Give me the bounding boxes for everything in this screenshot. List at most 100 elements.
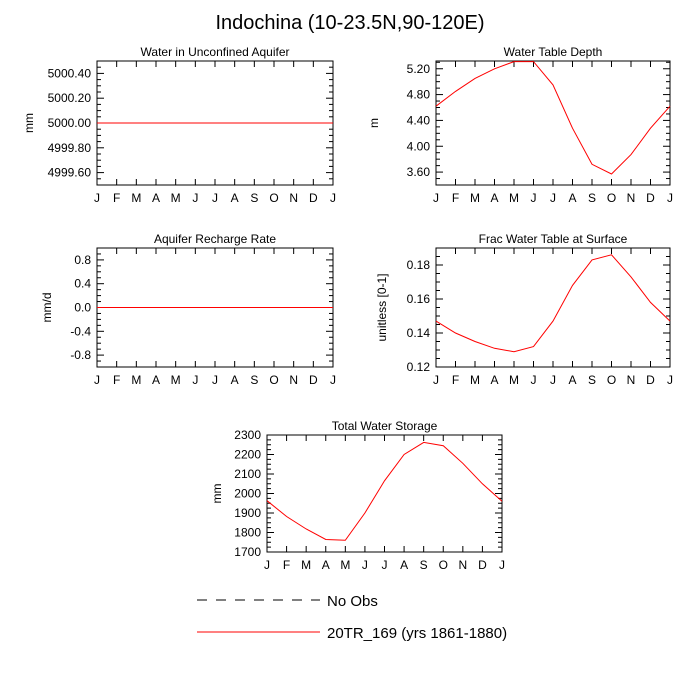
x-tick-label: N bbox=[627, 191, 636, 205]
x-tick-label: M bbox=[131, 191, 141, 205]
x-tick-label: S bbox=[420, 558, 428, 572]
y-tick-label: 0.4 bbox=[74, 277, 91, 291]
x-tick-label: O bbox=[439, 558, 448, 572]
y-axis-label: m bbox=[367, 118, 381, 128]
x-tick-label: D bbox=[478, 558, 487, 572]
y-tick-label: 4.80 bbox=[407, 88, 431, 102]
x-tick-label: M bbox=[340, 558, 350, 572]
x-tick-label: D bbox=[309, 191, 318, 205]
x-tick-label: A bbox=[568, 191, 576, 205]
y-tick-label: 2300 bbox=[234, 428, 261, 442]
plot-frame bbox=[435, 247, 671, 368]
legend: No Obs 20TR_169 (yrs 1861-1880) bbox=[197, 593, 507, 642]
legend-label-20tr-169: 20TR_169 (yrs 1861-1880) bbox=[327, 625, 507, 642]
panel-title: Water in Unconfined Aquifer bbox=[141, 45, 290, 59]
x-tick-label: M bbox=[301, 558, 311, 572]
x-tick-label: M bbox=[171, 373, 181, 387]
figure-title: Indochina (10-23.5N,90-120E) bbox=[215, 12, 485, 34]
x-tick-label: O bbox=[607, 191, 616, 205]
panel-title: Water Table Depth bbox=[504, 45, 603, 59]
y-axis-label: unitless [0-1] bbox=[375, 273, 389, 341]
panel-title: Aquifer Recharge Rate bbox=[154, 232, 276, 246]
x-tick-label: J bbox=[499, 558, 505, 572]
x-tick-label: J bbox=[531, 191, 537, 205]
panel-title: Frac Water Table at Surface bbox=[479, 232, 628, 246]
y-tick-label: -0.8 bbox=[70, 348, 91, 362]
y-tick-label: 4999.80 bbox=[48, 141, 92, 155]
y-tick-label: 1900 bbox=[234, 506, 261, 520]
x-tick-label: O bbox=[269, 191, 278, 205]
y-tick-label: 4999.60 bbox=[48, 166, 92, 180]
y-tick-label: 0.14 bbox=[407, 326, 431, 340]
y-tick-label: 2100 bbox=[234, 467, 261, 481]
x-tick-label: J bbox=[362, 558, 368, 572]
x-tick-label: M bbox=[509, 191, 519, 205]
y-tick-label: -0.4 bbox=[70, 324, 91, 338]
x-tick-label: J bbox=[192, 373, 198, 387]
x-tick-label: O bbox=[607, 373, 616, 387]
x-tick-label: S bbox=[250, 373, 258, 387]
x-tick-label: D bbox=[646, 373, 655, 387]
x-tick-label: F bbox=[113, 373, 120, 387]
x-tick-label: D bbox=[646, 191, 655, 205]
x-tick-label: A bbox=[400, 558, 408, 572]
series-line-20tr-169 bbox=[435, 254, 671, 353]
x-tick-label: M bbox=[509, 373, 519, 387]
y-axis-label: mm bbox=[22, 113, 36, 133]
y-tick-label: 5.20 bbox=[407, 62, 431, 76]
y-tick-label: 5000.20 bbox=[48, 91, 92, 105]
series-line-20tr-169 bbox=[266, 441, 503, 541]
x-tick-label: A bbox=[490, 373, 498, 387]
y-tick-label: 2000 bbox=[234, 487, 261, 501]
y-tick-label: 5000.00 bbox=[48, 116, 92, 130]
x-tick-label: J bbox=[192, 191, 198, 205]
y-tick-label: 3.60 bbox=[407, 165, 431, 179]
y-tick-label: 4.40 bbox=[407, 113, 431, 127]
x-tick-label: J bbox=[382, 558, 388, 572]
x-tick-label: J bbox=[550, 373, 556, 387]
x-tick-label: N bbox=[458, 558, 467, 572]
y-tick-label: 1700 bbox=[234, 545, 261, 559]
x-tick-label: J bbox=[531, 373, 537, 387]
x-tick-label: A bbox=[322, 558, 330, 572]
x-tick-label: J bbox=[550, 191, 556, 205]
chart-panel-4: Frac Water Table at Surface unitless [0-1… bbox=[375, 232, 673, 387]
x-tick-label: D bbox=[309, 373, 318, 387]
x-tick-label: J bbox=[667, 373, 673, 387]
series-line-20tr-169 bbox=[435, 61, 671, 175]
x-tick-label: F bbox=[283, 558, 290, 572]
x-tick-label: J bbox=[330, 191, 336, 205]
y-tick-label: 0.0 bbox=[74, 301, 91, 315]
x-tick-label: F bbox=[452, 373, 459, 387]
y-tick-label: 0.16 bbox=[407, 292, 431, 306]
x-tick-label: A bbox=[152, 373, 160, 387]
x-tick-label: S bbox=[588, 373, 596, 387]
x-tick-label: N bbox=[289, 373, 298, 387]
x-tick-label: A bbox=[231, 191, 239, 205]
y-axis-label: mm bbox=[210, 484, 224, 504]
x-tick-label: J bbox=[667, 191, 673, 205]
y-tick-label: 0.12 bbox=[407, 360, 431, 374]
y-tick-label: 2200 bbox=[234, 448, 261, 462]
x-tick-label: S bbox=[250, 191, 258, 205]
x-tick-label: N bbox=[289, 191, 298, 205]
legend-label-no-obs: No Obs bbox=[327, 593, 378, 610]
panel-title: Total Water Storage bbox=[332, 419, 438, 433]
x-tick-label: J bbox=[264, 558, 270, 572]
x-tick-label: M bbox=[131, 373, 141, 387]
y-tick-label: 4.00 bbox=[407, 139, 431, 153]
x-tick-label: N bbox=[627, 373, 636, 387]
x-tick-label: A bbox=[568, 373, 576, 387]
x-tick-label: F bbox=[452, 191, 459, 205]
plot-frame bbox=[435, 60, 671, 186]
x-tick-label: A bbox=[231, 373, 239, 387]
x-tick-label: J bbox=[330, 373, 336, 387]
x-tick-label: J bbox=[94, 373, 100, 387]
x-tick-label: F bbox=[113, 191, 120, 205]
x-tick-label: A bbox=[490, 191, 498, 205]
